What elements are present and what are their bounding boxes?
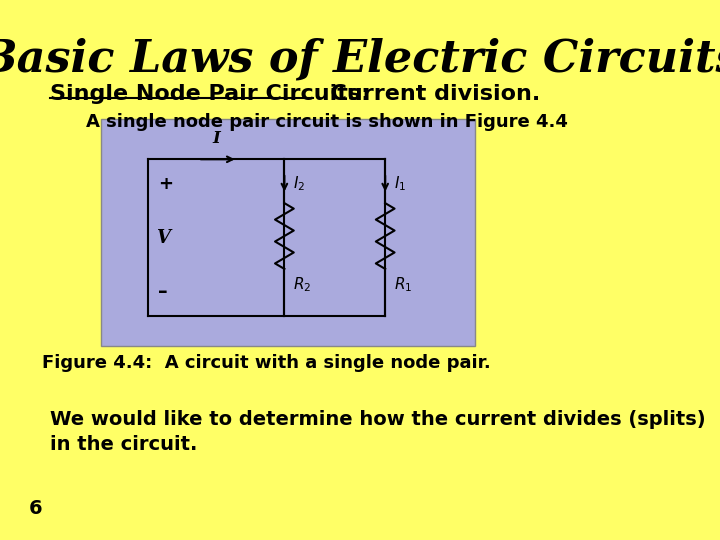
Text: Current division.: Current division. (315, 84, 540, 104)
Text: V: V (156, 228, 170, 247)
Text: Basic Laws of Electric Circuits: Basic Laws of Electric Circuits (0, 38, 720, 81)
Text: $R_1$: $R_1$ (394, 275, 412, 294)
Text: Single Node Pair Circuits:: Single Node Pair Circuits: (50, 84, 370, 104)
Text: 6: 6 (29, 500, 42, 518)
Text: I: I (212, 131, 220, 147)
Text: –: – (158, 282, 168, 301)
Text: A single node pair circuit is shown in Figure 4.4: A single node pair circuit is shown in F… (86, 113, 568, 131)
Text: $R_2$: $R_2$ (293, 275, 311, 294)
Text: We would like to determine how the current divides (splits): We would like to determine how the curre… (50, 410, 706, 429)
Text: $I_1$: $I_1$ (394, 174, 406, 193)
Text: Figure 4.4:  A circuit with a single node pair.: Figure 4.4: A circuit with a single node… (42, 354, 491, 372)
Text: in the circuit.: in the circuit. (50, 435, 198, 454)
Text: $I_2$: $I_2$ (293, 174, 305, 193)
Text: +: + (158, 174, 174, 193)
Bar (101, 119, 475, 346)
